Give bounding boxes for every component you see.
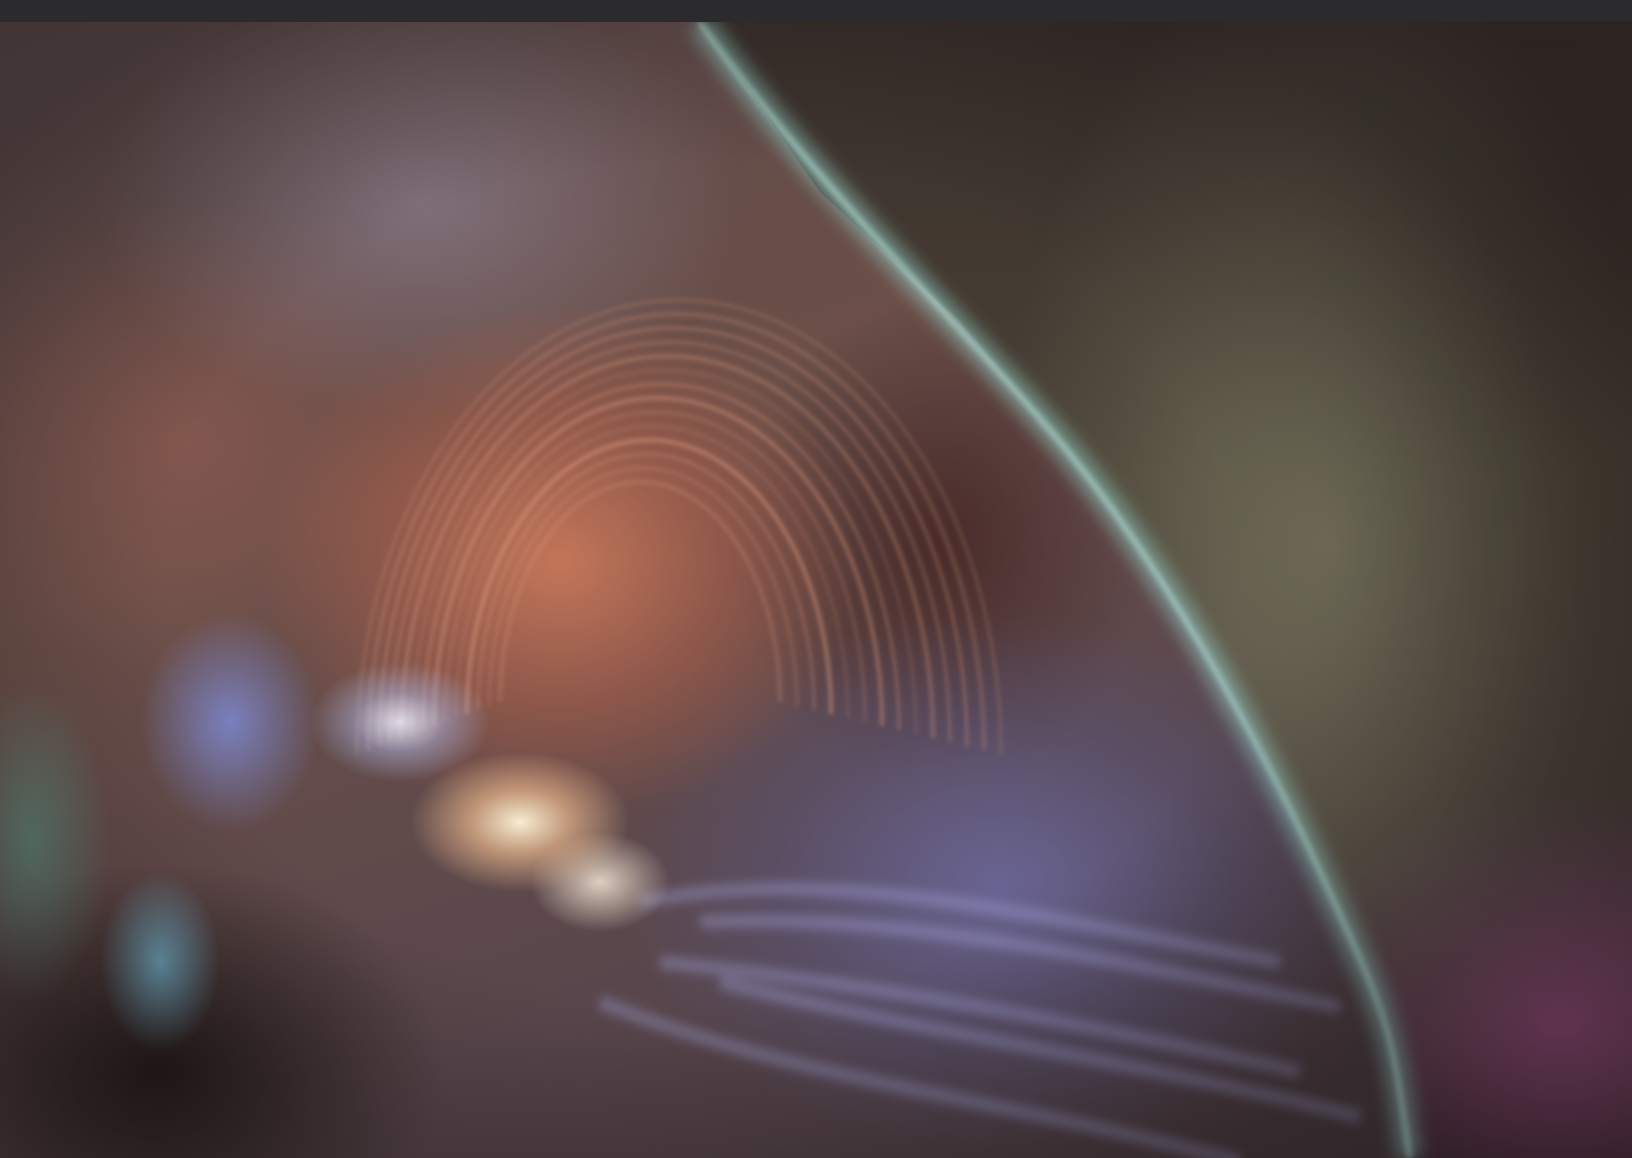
flare-core (0, 22, 1632, 1158)
vignette (0, 22, 1632, 1158)
solar-photograph (0, 22, 1632, 1158)
frame-top-bar (0, 0, 1632, 22)
